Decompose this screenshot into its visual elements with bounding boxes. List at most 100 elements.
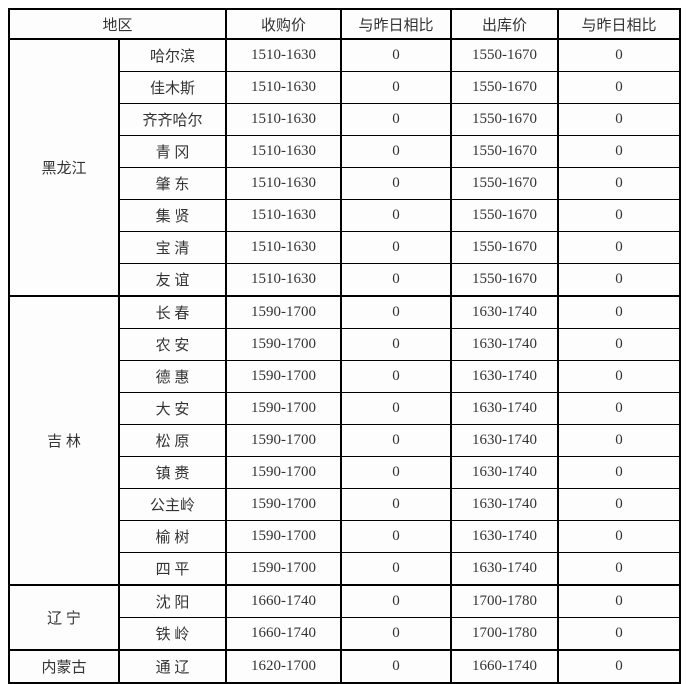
outbound-change-cell: 0 xyxy=(557,295,682,329)
purchase-price-cell: 1660-1740 xyxy=(225,617,343,651)
purchase-price-cell: 1510-1630 xyxy=(225,71,343,104)
price-table: 地区 收购价 与昨日相比 出库价 与昨日相比 黑龙江 哈尔滨 1510-1630… xyxy=(7,8,682,684)
purchase-price-cell: 1590-1700 xyxy=(225,520,343,553)
purchase-price-cell: 1510-1630 xyxy=(225,263,343,297)
purchase-price-cell: 1590-1700 xyxy=(225,360,343,393)
purchase-change-cell: 0 xyxy=(340,295,453,329)
purchase-price-cell: 1510-1630 xyxy=(225,199,343,232)
outbound-change-cell: 0 xyxy=(557,263,682,297)
outbound-price-cell: 1630-1740 xyxy=(450,456,560,489)
table-row: 公主岭 1590-1700 0 1630-1740 0 xyxy=(9,488,682,521)
table-row: 铁 岭 1660-1740 0 1700-1780 0 xyxy=(9,617,682,651)
outbound-price-cell: 1550-1670 xyxy=(450,263,560,297)
purchase-price-cell: 1590-1700 xyxy=(225,488,343,521)
outbound-price-cell: 1550-1670 xyxy=(450,103,560,136)
outbound-price-cell: 1630-1740 xyxy=(450,360,560,393)
outbound-change-cell: 0 xyxy=(557,167,682,200)
purchase-change-cell: 0 xyxy=(340,167,453,200)
city-cell: 青 冈 xyxy=(117,135,228,168)
outbound-change-cell: 0 xyxy=(557,424,682,457)
purchase-change-cell: 0 xyxy=(340,38,453,72)
outbound-price-cell: 1630-1740 xyxy=(450,392,560,425)
purchase-change-cell: 0 xyxy=(340,649,453,684)
purchase-price-cell: 1590-1700 xyxy=(225,328,343,361)
purchase-change-cell: 0 xyxy=(340,584,453,618)
city-cell: 榆 树 xyxy=(117,520,228,553)
purchase-price-cell: 1510-1630 xyxy=(225,231,343,264)
table-row: 集 贤 1510-1630 0 1550-1670 0 xyxy=(9,199,682,232)
table-row: 榆 树 1590-1700 0 1630-1740 0 xyxy=(9,520,682,553)
city-cell: 宝 清 xyxy=(117,231,228,264)
purchase-price-cell: 1590-1700 xyxy=(225,456,343,489)
province-cell-liaoning: 辽 宁 xyxy=(8,584,120,651)
city-cell: 肇 东 xyxy=(117,167,228,200)
header-vs-yesterday-2: 与昨日相比 xyxy=(557,8,682,40)
purchase-change-cell: 0 xyxy=(340,231,453,264)
header-purchase-price: 收购价 xyxy=(225,8,343,40)
outbound-change-cell: 0 xyxy=(557,520,682,553)
city-cell: 大 安 xyxy=(117,392,228,425)
purchase-change-cell: 0 xyxy=(340,263,453,297)
outbound-price-cell: 1630-1740 xyxy=(450,520,560,553)
outbound-price-cell: 1630-1740 xyxy=(450,488,560,521)
header-vs-yesterday-1: 与昨日相比 xyxy=(340,8,453,40)
purchase-change-cell: 0 xyxy=(340,424,453,457)
outbound-price-cell: 1630-1740 xyxy=(450,424,560,457)
city-cell: 沈 阳 xyxy=(117,584,228,618)
purchase-change-cell: 0 xyxy=(340,392,453,425)
outbound-change-cell: 0 xyxy=(557,135,682,168)
table-row: 黑龙江 哈尔滨 1510-1630 0 1550-1670 0 xyxy=(8,38,682,297)
outbound-change-cell: 0 xyxy=(557,360,682,393)
province-cell-heilongjiang: 黑龙江 xyxy=(8,38,120,297)
purchase-price-cell: 1510-1630 xyxy=(225,167,343,200)
table-row: 内蒙古 通 辽 1620-1700 0 1660-1740 0 xyxy=(8,649,682,684)
purchase-price-cell: 1620-1700 xyxy=(225,649,343,684)
outbound-change-cell: 0 xyxy=(557,584,682,618)
outbound-price-cell: 1660-1740 xyxy=(450,649,560,684)
purchase-price-cell: 1590-1700 xyxy=(225,424,343,457)
outbound-price-cell: 1550-1670 xyxy=(450,167,560,200)
outbound-change-cell: 0 xyxy=(557,71,682,104)
purchase-change-cell: 0 xyxy=(340,71,453,104)
header-outbound-price: 出库价 xyxy=(450,8,560,40)
outbound-change-cell: 0 xyxy=(557,649,682,684)
city-cell: 哈尔滨 xyxy=(117,38,228,72)
city-cell: 四 平 xyxy=(117,552,228,586)
purchase-change-cell: 0 xyxy=(340,552,453,586)
purchase-change-cell: 0 xyxy=(340,135,453,168)
table-row: 吉 林 长 春 1590-1700 0 1630-1740 0 xyxy=(8,295,682,586)
outbound-price-cell: 1700-1780 xyxy=(450,584,560,618)
outbound-price-cell: 1550-1670 xyxy=(450,71,560,104)
city-cell: 农 安 xyxy=(117,328,228,361)
outbound-change-cell: 0 xyxy=(557,488,682,521)
outbound-change-cell: 0 xyxy=(557,617,682,651)
province-cell-jilin: 吉 林 xyxy=(8,295,120,586)
outbound-change-cell: 0 xyxy=(557,328,682,361)
outbound-change-cell: 0 xyxy=(557,552,682,586)
purchase-price-cell: 1590-1700 xyxy=(225,552,343,586)
header-region: 地区 xyxy=(7,8,228,40)
city-cell: 通 辽 xyxy=(117,649,228,684)
city-cell: 友 谊 xyxy=(117,263,228,297)
purchase-change-cell: 0 xyxy=(340,488,453,521)
table-header-row: 地区 收购价 与昨日相比 出库价 与昨日相比 xyxy=(7,8,682,40)
purchase-change-cell: 0 xyxy=(340,617,453,651)
city-cell: 松 原 xyxy=(117,424,228,457)
outbound-change-cell: 0 xyxy=(557,103,682,136)
purchase-price-cell: 1510-1630 xyxy=(225,135,343,168)
purchase-change-cell: 0 xyxy=(340,199,453,232)
purchase-price-cell: 1590-1700 xyxy=(225,392,343,425)
purchase-change-cell: 0 xyxy=(340,103,453,136)
outbound-price-cell: 1550-1670 xyxy=(450,231,560,264)
outbound-price-cell: 1550-1670 xyxy=(450,199,560,232)
table-row: 辽 宁 沈 阳 1660-1740 0 1700-1780 0 xyxy=(8,584,682,651)
purchase-price-cell: 1510-1630 xyxy=(225,38,343,72)
outbound-change-cell: 0 xyxy=(557,38,682,72)
purchase-change-cell: 0 xyxy=(340,456,453,489)
purchase-price-cell: 1660-1740 xyxy=(225,584,343,618)
outbound-price-cell: 1630-1740 xyxy=(450,295,560,329)
city-cell: 集 贤 xyxy=(117,199,228,232)
purchase-change-cell: 0 xyxy=(340,520,453,553)
table-row: 四 平 1590-1700 0 1630-1740 0 xyxy=(9,552,682,586)
table-row: 大 安 1590-1700 0 1630-1740 0 xyxy=(9,392,682,425)
